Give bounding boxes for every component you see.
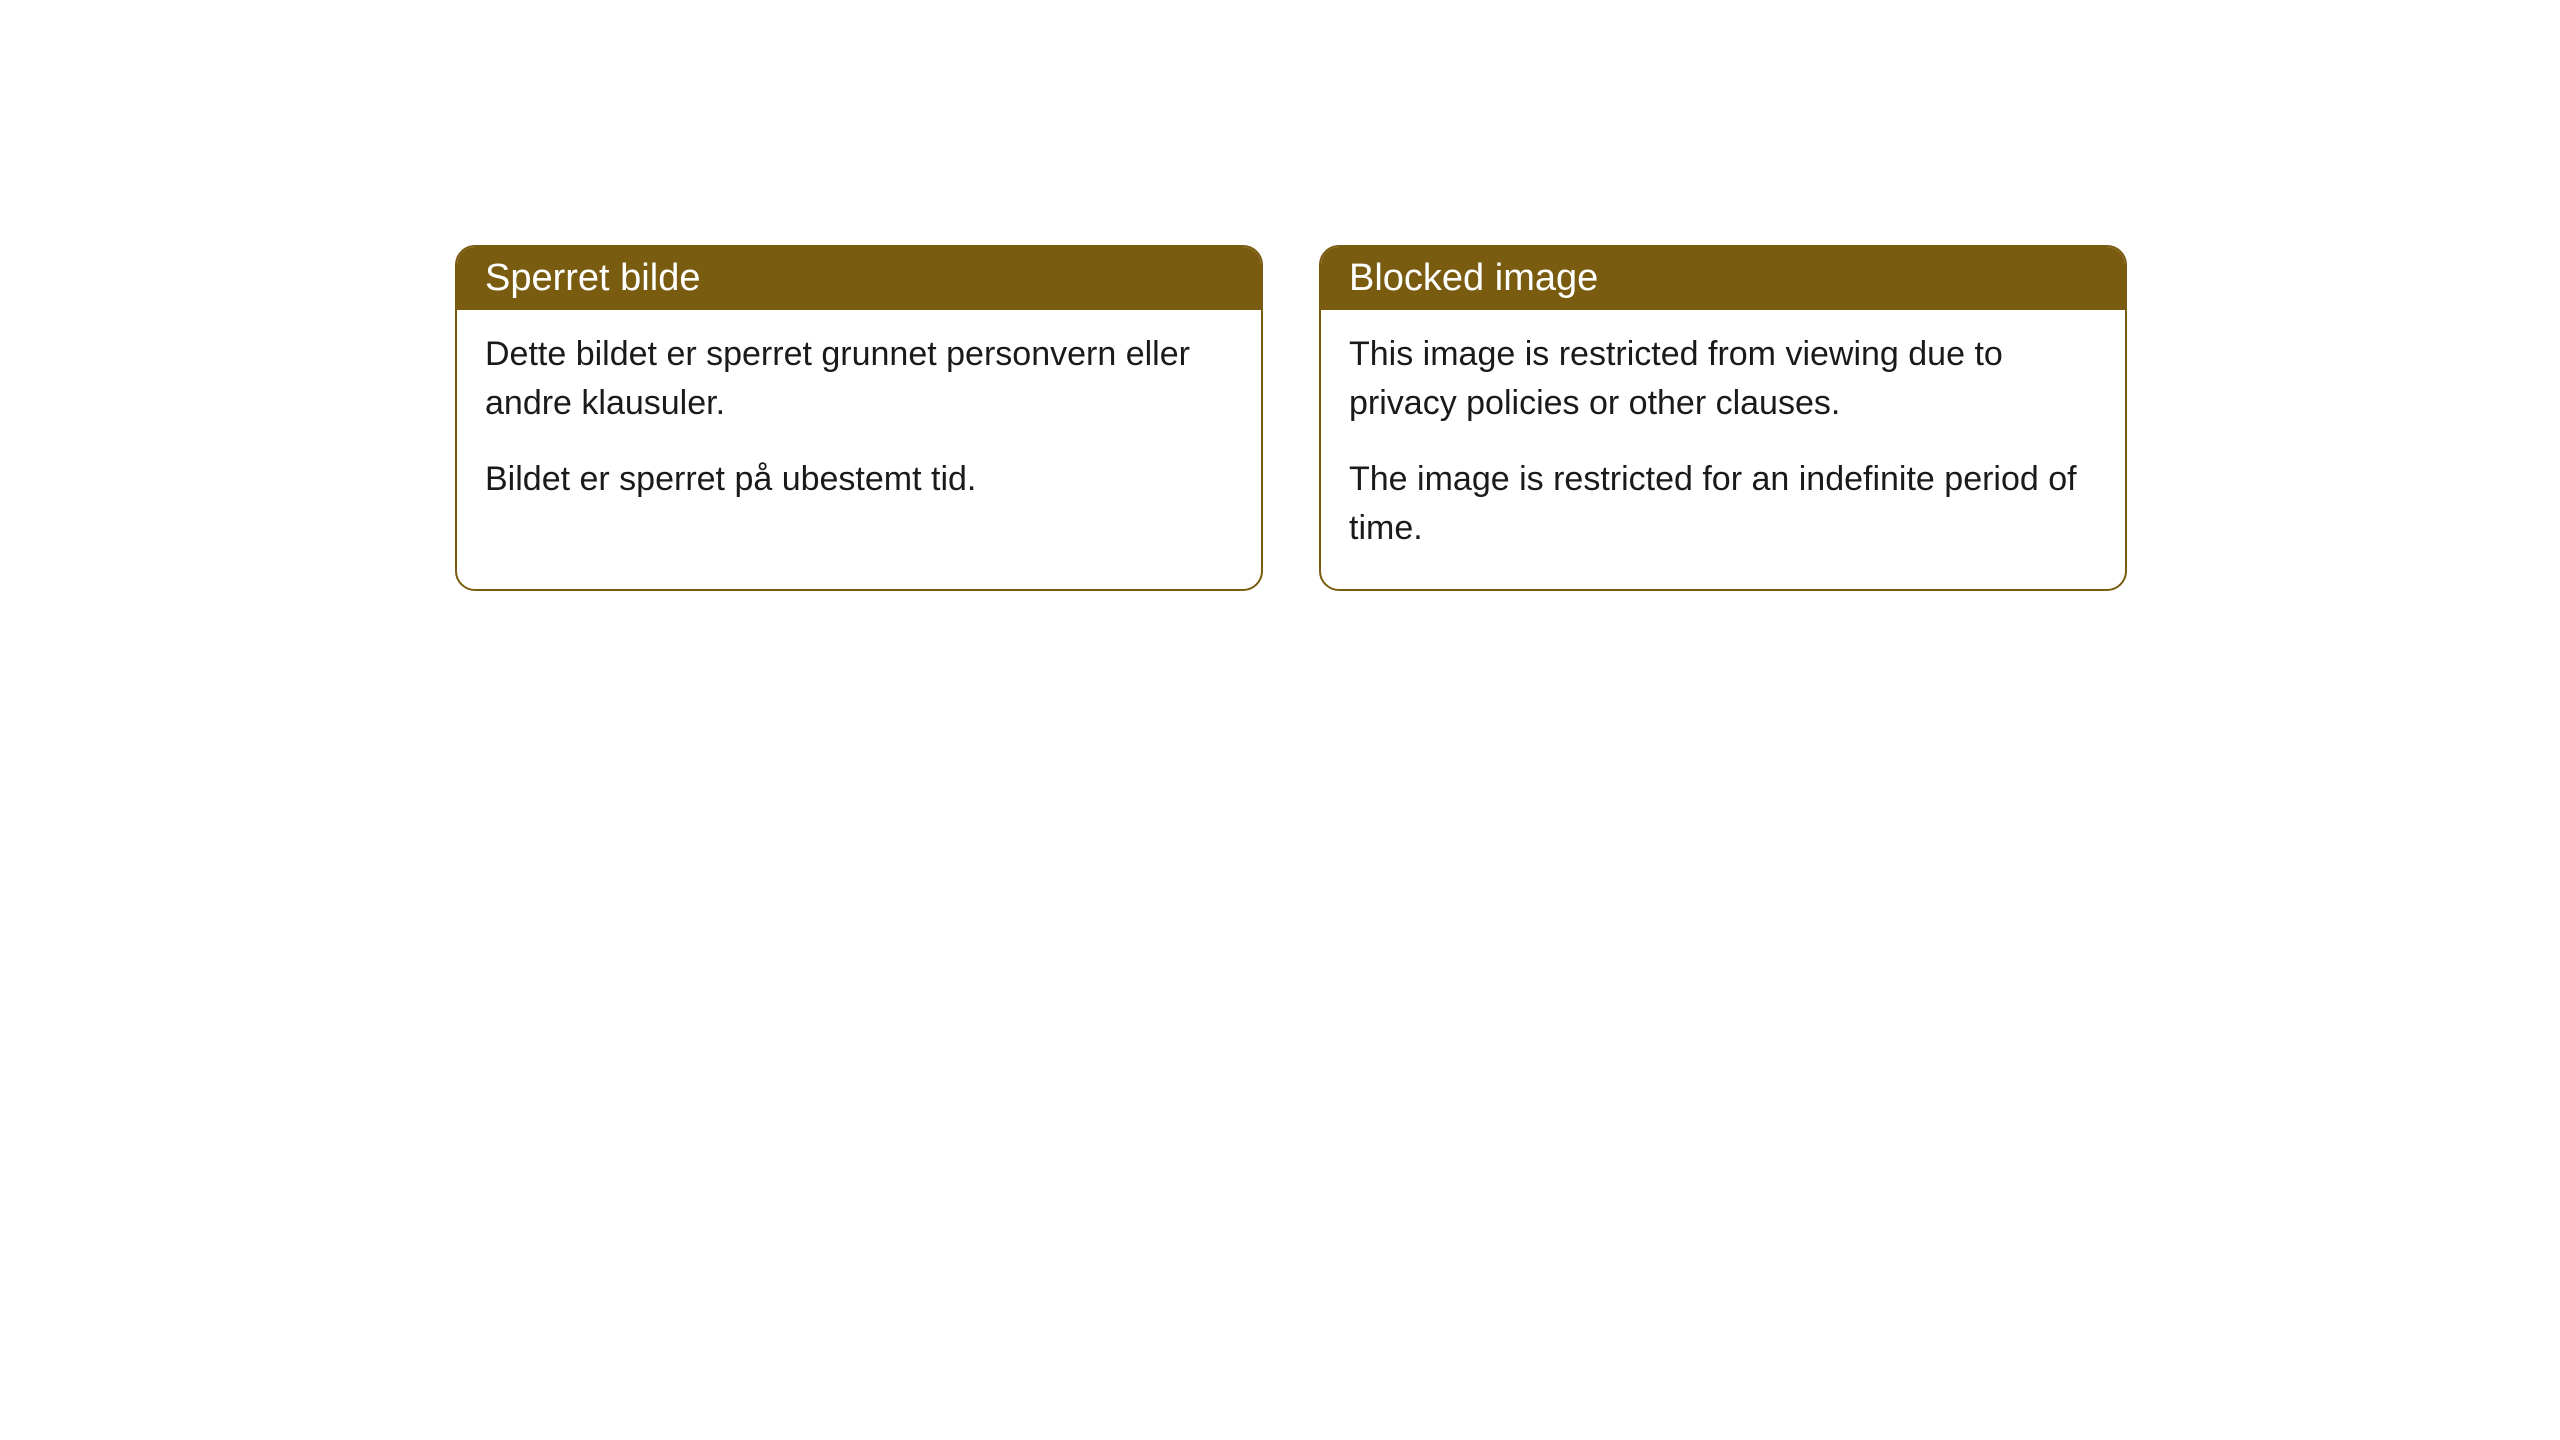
card-body: Dette bildet er sperret grunnet personve…	[457, 310, 1261, 540]
card-header: Sperret bilde	[457, 247, 1261, 310]
notice-card-english: Blocked image This image is restricted f…	[1319, 245, 2127, 591]
card-paragraph: Bildet er sperret på ubestemt tid.	[485, 455, 1233, 504]
notice-card-norwegian: Sperret bilde Dette bildet er sperret gr…	[455, 245, 1263, 591]
card-title: Sperret bilde	[485, 257, 700, 299]
card-paragraph: The image is restricted for an indefinit…	[1349, 455, 2097, 554]
card-title: Blocked image	[1349, 257, 1598, 299]
card-paragraph: This image is restricted from viewing du…	[1349, 330, 2097, 429]
card-body: This image is restricted from viewing du…	[1321, 310, 2125, 589]
notice-cards-container: Sperret bilde Dette bildet er sperret gr…	[455, 245, 2127, 591]
card-header: Blocked image	[1321, 247, 2125, 310]
card-paragraph: Dette bildet er sperret grunnet personve…	[485, 330, 1233, 429]
